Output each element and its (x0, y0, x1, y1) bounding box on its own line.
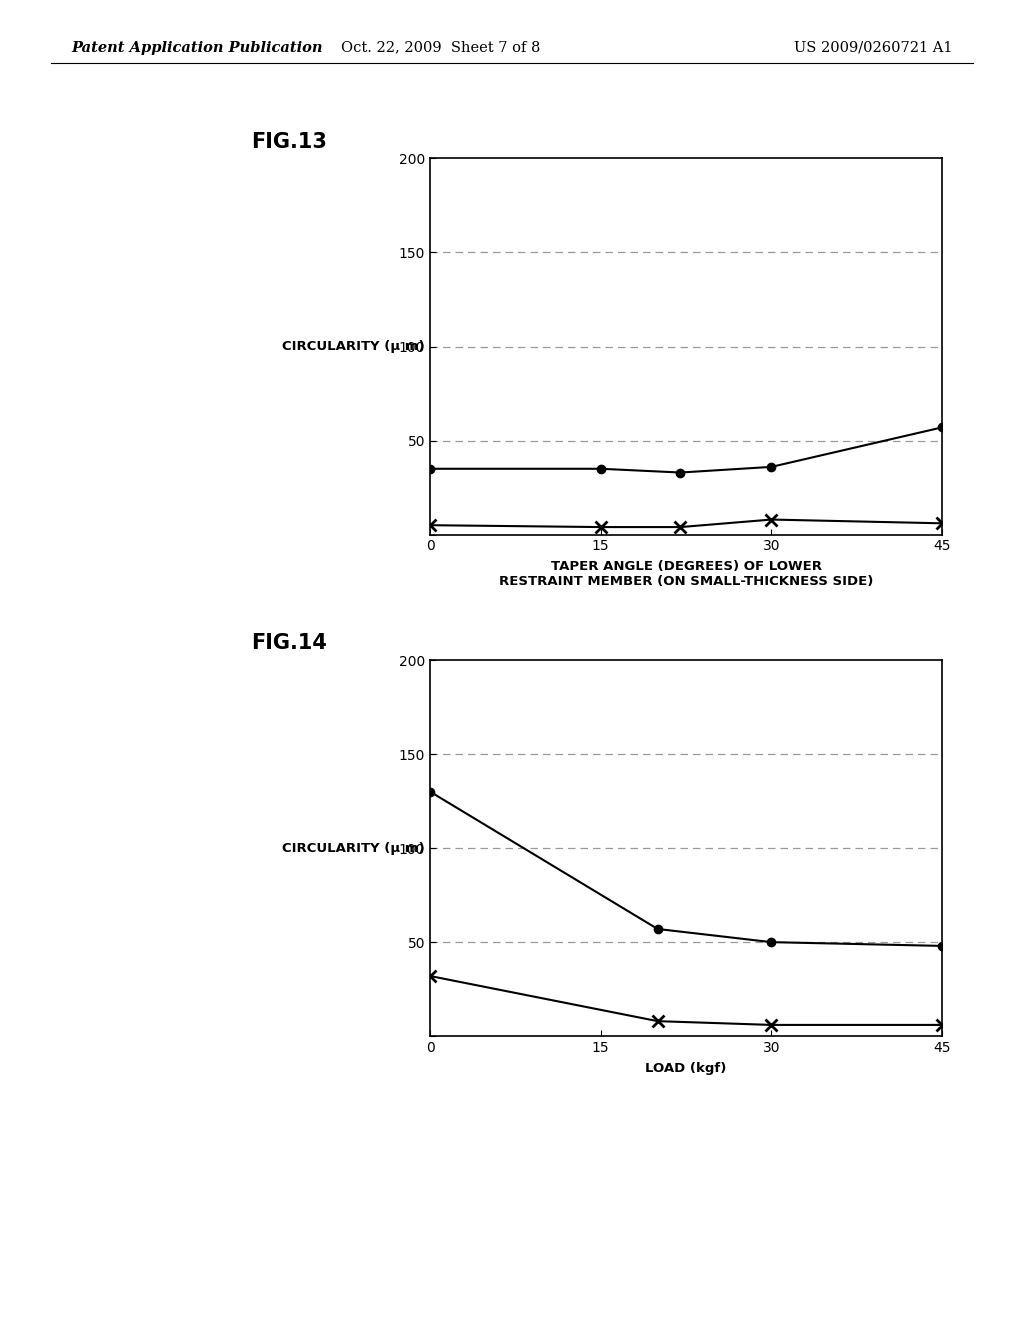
Text: Patent Application Publication: Patent Application Publication (72, 41, 324, 54)
X-axis label: LOAD (kgf): LOAD (kgf) (645, 1063, 727, 1074)
X-axis label: TAPER ANGLE (DEGREES) OF LOWER
RESTRAINT MEMBER (ON SMALL-THICKNESS SIDE): TAPER ANGLE (DEGREES) OF LOWER RESTRAINT… (499, 561, 873, 589)
Text: FIG.14: FIG.14 (251, 634, 327, 653)
Text: CIRCULARITY (μ m): CIRCULARITY (μ m) (283, 842, 425, 854)
Text: FIG.13: FIG.13 (251, 132, 327, 152)
Text: CIRCULARITY (μ m): CIRCULARITY (μ m) (283, 341, 425, 352)
Text: Oct. 22, 2009  Sheet 7 of 8: Oct. 22, 2009 Sheet 7 of 8 (341, 41, 540, 54)
Text: US 2009/0260721 A1: US 2009/0260721 A1 (794, 41, 952, 54)
